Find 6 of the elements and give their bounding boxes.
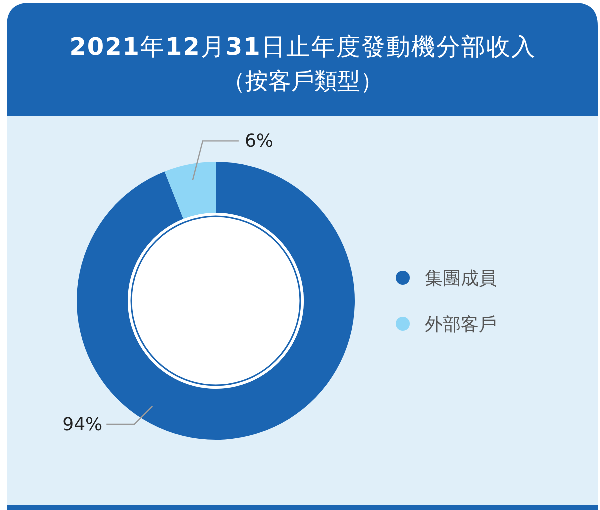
legend-label: 外部客戶 xyxy=(425,314,497,336)
legend-label: 集團成員 xyxy=(425,268,497,290)
donut-slice xyxy=(164,162,216,220)
data-label: 6% xyxy=(244,131,274,152)
chart-subtitle: （按客戶類型） xyxy=(222,69,384,95)
data-label: 94% xyxy=(62,414,103,436)
